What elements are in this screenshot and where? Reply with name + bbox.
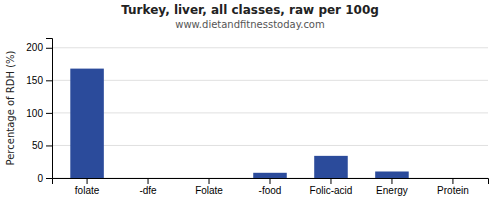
y-tick-label: 100 — [26, 108, 43, 119]
y-axis-title: Percentage of RDH (%) — [5, 50, 16, 165]
bar — [253, 173, 287, 178]
grid-line — [52, 112, 488, 113]
x-tick-label: Folic-acid — [310, 185, 353, 196]
x-tick: Folic-acid — [310, 178, 353, 196]
x-tick: Folate — [195, 178, 223, 196]
x-tick-label: -dfe — [139, 185, 157, 196]
x-tick-mark — [391, 178, 392, 184]
grid-line — [52, 80, 488, 81]
x-tick-mark — [330, 178, 331, 184]
x-tick-label: Energy — [376, 185, 408, 196]
x-tick-label: Folate — [195, 185, 223, 196]
bar — [375, 171, 409, 178]
bar — [436, 178, 470, 179]
bar — [192, 178, 226, 179]
x-tick-mark — [87, 178, 88, 184]
y-tick-mark — [46, 80, 52, 81]
x-tick-label: folate — [75, 185, 100, 196]
x-tick: Protein — [437, 178, 469, 196]
y-tick-mark — [46, 178, 52, 179]
y-tick: 0 — [37, 173, 52, 184]
x-tick-mark — [270, 178, 271, 184]
y-tick-label: 0 — [37, 173, 43, 184]
plot: folate -dfe Folate -food Folic-acid Energy Pro… — [26, 39, 488, 197]
x-axis-line — [53, 179, 489, 185]
bar — [70, 69, 104, 178]
y-tick-label: 50 — [32, 140, 44, 151]
y-tick: 100 — [26, 108, 52, 119]
x-axis: folate -dfe Folate -food Folic-acid Energy Pro… — [53, 178, 489, 196]
chart: Turkey, liver, all classes, raw per 100g… — [0, 0, 500, 200]
y-tick-label: 200 — [26, 42, 43, 53]
y-tick-label: 150 — [26, 75, 43, 86]
x-tick: -food — [259, 178, 282, 196]
x-tick-label: Protein — [437, 185, 469, 196]
y-tick: 150 — [26, 75, 52, 86]
y-axis: 0 50 100 150 200 — [26, 39, 52, 184]
y-tick-mark — [46, 48, 52, 49]
x-tick-label: -food — [259, 185, 282, 196]
x-tick-mark — [452, 178, 453, 184]
bar — [314, 156, 348, 178]
bar — [131, 178, 165, 179]
y-axis-line — [46, 39, 53, 179]
y-tick: 50 — [32, 140, 52, 151]
title: Turkey, liver, all classes, raw per 100g — [121, 3, 379, 17]
x-tick: Energy — [376, 178, 408, 196]
grid-line — [52, 145, 488, 146]
y-tick-mark — [46, 145, 52, 146]
x-tick-mark — [148, 178, 149, 184]
bars — [70, 69, 408, 178]
subtitle: www.dietandfitnesstoday.com — [175, 19, 324, 30]
y-tick: 200 — [26, 42, 52, 53]
x-tick-mark — [209, 178, 210, 184]
grid — [52, 48, 488, 178]
y-tick-mark — [46, 113, 52, 114]
grid-line — [52, 47, 488, 48]
x-tick: -dfe — [139, 178, 157, 196]
x-tick: folate — [75, 178, 100, 196]
